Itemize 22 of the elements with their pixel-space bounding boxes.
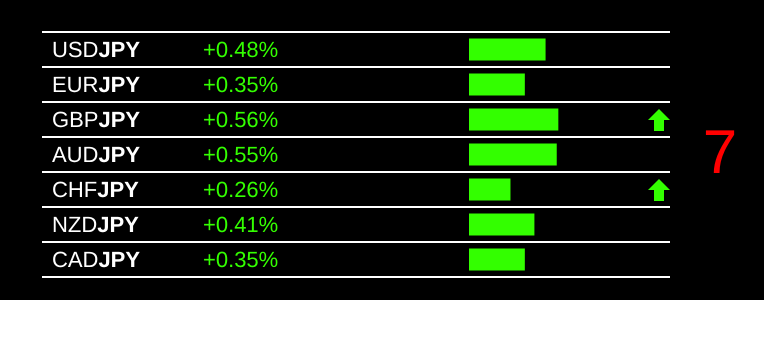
bar [469, 214, 534, 236]
y-tick-label: GBPJPY [52, 107, 140, 132]
data-label: +0.26% [203, 177, 278, 202]
data-label: +0.48% [203, 37, 278, 62]
bar [469, 38, 546, 60]
bar [469, 248, 525, 270]
y-tick-label: EURJPY [52, 72, 140, 97]
bar [469, 108, 558, 130]
data-label: +0.35% [203, 247, 278, 272]
y-tick-label: USDJPY [52, 37, 140, 62]
y-tick-label: CADJPY [52, 247, 140, 272]
y-tick-label: AUDJPY [52, 142, 140, 167]
data-label: +0.35% [203, 72, 278, 97]
bar [469, 74, 525, 96]
data-label: +0.41% [203, 212, 278, 237]
text: 7 [702, 118, 738, 188]
data-label: +0.56% [203, 107, 278, 132]
y-tick-label: NZDJPY [52, 212, 140, 237]
y-tick-label: CHFJPY [52, 177, 140, 202]
data-label: +0.55% [203, 142, 278, 167]
bar [469, 144, 557, 166]
bar [469, 178, 510, 200]
